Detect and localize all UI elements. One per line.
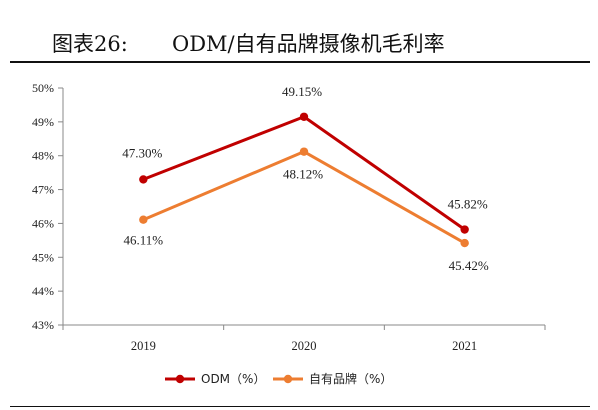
y-tick-label: 43%: [32, 318, 54, 332]
data-label: 45.82%: [448, 197, 488, 212]
legend-label: 自有品牌（%）: [309, 372, 392, 386]
data-point: [139, 215, 148, 224]
x-tick-label: 2019: [131, 339, 156, 353]
legend-marker: [283, 374, 293, 384]
legend: ODM（%） 自有品牌（%）: [165, 372, 392, 386]
legend-marker: [175, 374, 185, 384]
y-tick-label: 47%: [32, 183, 54, 197]
y-tick-label: 46%: [32, 216, 54, 230]
y-tick-label: 45%: [32, 250, 54, 264]
data-label: 45.42%: [449, 258, 489, 273]
series-lines: [139, 112, 469, 248]
data-point: [139, 175, 148, 184]
legend-label: ODM（%）: [201, 372, 265, 386]
figure-title-row: 图表26: ODM/自有品牌摄像机毛利率: [52, 28, 572, 56]
x-axis-ticks: 2019 2020 2021: [62, 325, 546, 353]
y-tick-label: 44%: [32, 284, 54, 298]
y-tick-label: 50%: [32, 81, 54, 95]
figure-number-label: 图表26:: [52, 32, 128, 56]
data-label: 46.11%: [124, 233, 164, 248]
figure-title: ODM/自有品牌摄像机毛利率: [172, 32, 445, 56]
data-point: [460, 225, 469, 234]
x-tick-label: 2021: [452, 339, 477, 353]
data-label: 47.30%: [122, 145, 162, 160]
data-label: 48.12%: [283, 167, 323, 182]
data-point: [460, 238, 469, 248]
y-axis-ticks: 43% 44% 45% 46% 47% 48% 49% 50%: [32, 81, 63, 332]
data-labels: 47.30% 49.15% 45.82% 46.11% 48.12% 45.42%: [122, 84, 489, 273]
y-tick-label: 48%: [32, 149, 54, 163]
data-point: [299, 112, 309, 121]
data-point: [299, 147, 309, 156]
line-chart: 43% 44% 45% 46% 47% 48% 49% 50% 2019 2020 2021 47…: [32, 81, 546, 386]
chart-axes: [62, 88, 545, 326]
y-tick-label: 49%: [32, 115, 54, 129]
bottom-rule: [10, 406, 590, 407]
data-label: 49.15%: [282, 84, 322, 99]
x-tick-label: 2020: [292, 339, 317, 353]
title-rule: [10, 61, 590, 63]
